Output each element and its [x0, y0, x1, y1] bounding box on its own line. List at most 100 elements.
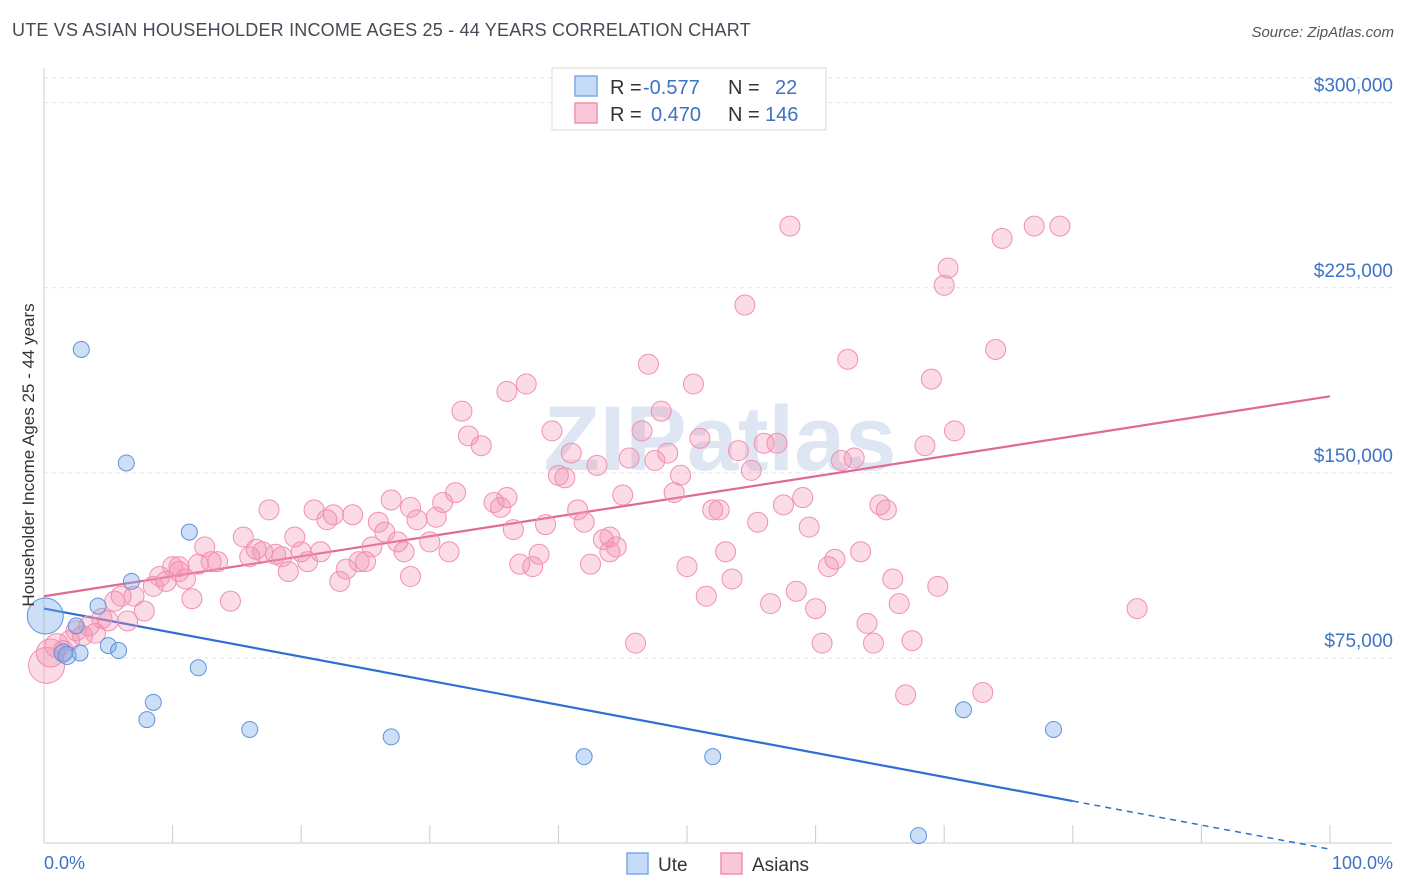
asians-point [689, 427, 711, 449]
asians-point [856, 612, 878, 634]
ute-point [89, 597, 107, 615]
asians-point [901, 630, 923, 652]
asians-point [110, 585, 132, 607]
asians-point [554, 467, 576, 489]
asians-point [567, 499, 589, 521]
ute-point [122, 572, 140, 590]
source-label: Source: ZipAtlas.com [1251, 24, 1394, 41]
asians-point [727, 440, 749, 462]
ute-point [72, 340, 90, 358]
asians-point [779, 215, 801, 237]
asians-point [927, 575, 949, 597]
asians-point [541, 420, 563, 442]
asians-point [753, 432, 775, 454]
asians-point [393, 541, 415, 563]
asians-point [985, 338, 1007, 360]
asians-point [329, 570, 351, 592]
asians-points [28, 215, 1148, 706]
asians-point [232, 526, 254, 548]
asians-point [335, 558, 357, 580]
asians-point [937, 257, 959, 279]
asians-point [1049, 215, 1071, 237]
asians-point [586, 454, 608, 476]
legend-asians-r-label: R = [610, 104, 642, 126]
ute-legend-label: Ute [658, 855, 688, 876]
ute-point [26, 597, 64, 635]
legend-ute-r-label: R = [610, 77, 642, 99]
asians-trend-line [43, 395, 1331, 598]
asians-point [943, 420, 965, 442]
legend-asians-n-value: 146 [765, 104, 798, 126]
y-tick-label: $150,000 [1314, 446, 1393, 467]
legend-asians-r-value: 0.470 [651, 104, 701, 126]
trend-lines [43, 395, 1331, 850]
asians-point [348, 551, 370, 573]
asians-point [625, 632, 647, 654]
asians-point [805, 598, 827, 620]
asians-point [419, 531, 441, 553]
asians-point [708, 499, 730, 521]
legend-ute-n-label: N = [728, 77, 760, 99]
ute-point [189, 659, 207, 677]
asians-point [133, 600, 155, 622]
ute-point [57, 645, 77, 665]
ute-point [138, 711, 156, 729]
y-tick-label: $75,000 [1324, 631, 1393, 652]
ute-point [144, 693, 162, 711]
asians-point [496, 380, 518, 402]
legend-ute-r-value: -0.577 [643, 77, 700, 99]
asians-point [644, 450, 666, 471]
ute-point [180, 523, 198, 541]
asians-point [445, 482, 467, 504]
asians-point [702, 499, 724, 521]
ute-bottom-swatch [626, 852, 649, 875]
asians-point [991, 227, 1013, 249]
asians-point [200, 551, 222, 573]
asians-point [670, 464, 692, 486]
asians-point [631, 420, 653, 442]
asians-point [850, 541, 872, 563]
ute-point [241, 720, 259, 738]
asians-point [682, 373, 704, 395]
asians-point [888, 593, 910, 615]
asians-point [747, 511, 769, 533]
asians-point [1126, 598, 1148, 620]
ute-point [382, 728, 400, 746]
ute-point [71, 644, 89, 662]
asians-point [695, 585, 717, 607]
ute-legend-swatch [574, 75, 598, 97]
asians-point [496, 487, 518, 509]
asians-point [637, 353, 659, 375]
asians-point [618, 447, 640, 469]
asians-legend-swatch [574, 102, 598, 124]
asians-point [920, 368, 942, 390]
ute-point [954, 701, 972, 719]
asians-point [914, 435, 936, 457]
asians-point [528, 543, 550, 565]
asians-point [258, 499, 280, 521]
asians-point [830, 450, 852, 471]
asians-point [1023, 215, 1045, 237]
asians-point [862, 632, 884, 654]
asians-point [168, 561, 190, 583]
asians-point [509, 553, 531, 575]
asians-point [181, 588, 203, 610]
asians-legend-label: Asians [752, 855, 809, 876]
asians-point [824, 548, 846, 570]
asians-point [772, 494, 794, 516]
asians-point [676, 556, 698, 578]
ute-point [110, 642, 128, 660]
asians-point [97, 610, 119, 632]
ute-point [909, 827, 927, 845]
y-tick-label: $225,000 [1314, 261, 1393, 282]
asians-point [798, 516, 820, 538]
asians-point [573, 511, 595, 533]
asians-point [123, 585, 145, 607]
x-tick-label: 100.0% [1332, 853, 1393, 873]
asians-point [792, 487, 814, 509]
asians-point [438, 541, 460, 563]
asians-point [882, 568, 904, 590]
asians-point [252, 541, 274, 563]
asians-point [837, 348, 859, 370]
